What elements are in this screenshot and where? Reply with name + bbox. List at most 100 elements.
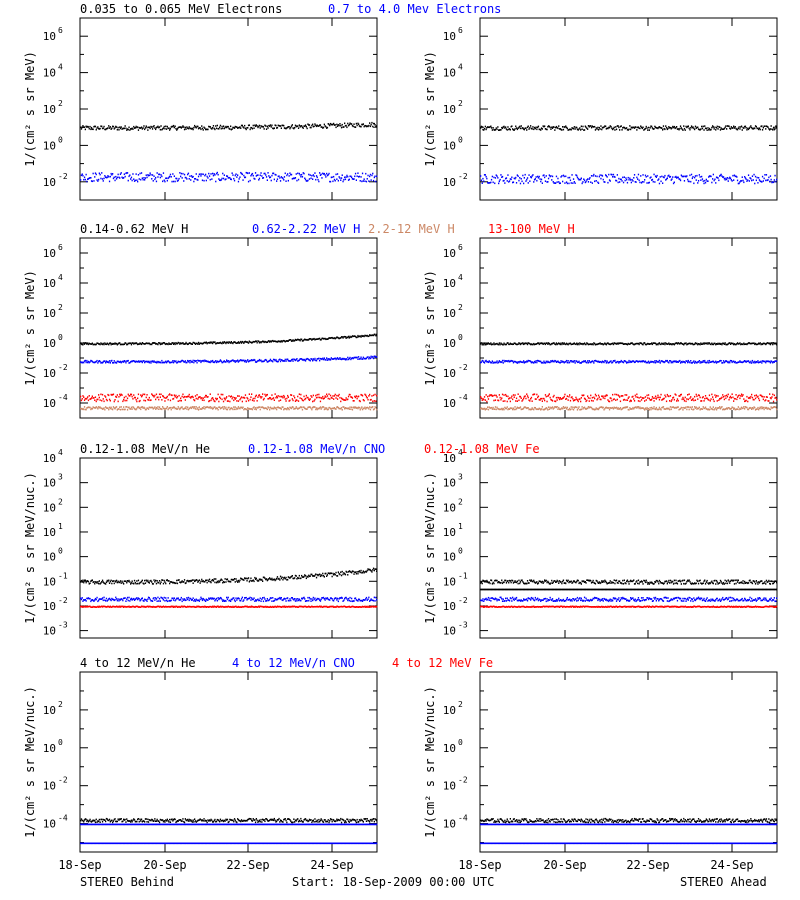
data-point — [665, 178, 668, 180]
data-point — [138, 400, 140, 403]
data-point — [251, 342, 253, 344]
data-point — [562, 126, 564, 128]
data-point — [267, 127, 269, 129]
data-point — [360, 176, 362, 178]
data-point — [156, 580, 158, 582]
data-point — [525, 127, 527, 129]
data-point — [331, 124, 333, 126]
data-point — [552, 360, 554, 363]
data-point — [258, 358, 261, 361]
data-point — [575, 343, 577, 346]
data-point — [225, 397, 227, 399]
data-point — [752, 128, 754, 130]
data-point — [294, 396, 296, 399]
data-point — [738, 342, 740, 345]
data-point — [610, 360, 612, 362]
data-point — [151, 126, 153, 128]
data-point — [268, 407, 270, 409]
data-point — [772, 361, 775, 363]
data-point — [544, 176, 546, 179]
data-point — [498, 182, 500, 185]
data-point — [689, 128, 691, 131]
data-point — [562, 342, 564, 344]
data-point — [108, 406, 111, 409]
data-point — [101, 178, 104, 180]
data-point — [619, 396, 621, 398]
data-point — [747, 360, 750, 362]
data-point — [490, 181, 492, 184]
data-point — [685, 342, 687, 344]
data-point — [106, 342, 108, 345]
y-tick-label: 10 — [443, 367, 456, 380]
data-point — [718, 361, 720, 363]
plot-frame — [479, 17, 778, 201]
data-point — [653, 173, 655, 176]
data-point — [730, 397, 732, 399]
data-point — [631, 342, 633, 344]
data-point — [557, 360, 559, 362]
data-point — [344, 358, 346, 360]
data-point — [654, 397, 656, 399]
data-point — [543, 125, 545, 128]
data-point — [767, 179, 769, 181]
data-point — [608, 126, 610, 129]
data-point — [736, 342, 739, 344]
data-point — [230, 396, 232, 398]
data-point — [651, 398, 653, 401]
data-point — [658, 342, 660, 345]
data-point — [488, 395, 490, 397]
y-tick-label-exponent: 6 — [458, 243, 463, 252]
data-point — [206, 342, 208, 345]
data-point — [708, 127, 711, 130]
data-point — [288, 408, 290, 411]
data-point — [108, 361, 110, 364]
data-point — [646, 394, 648, 397]
data-point — [200, 175, 202, 177]
data-point — [532, 174, 534, 176]
data-point — [365, 335, 368, 337]
data-point — [301, 358, 303, 360]
data-point — [651, 396, 654, 398]
data-point — [178, 177, 180, 180]
data-point — [708, 129, 710, 131]
data-point — [567, 408, 569, 411]
data-point — [741, 395, 743, 397]
data-point — [572, 127, 575, 130]
data-point — [523, 362, 525, 364]
data-point — [628, 343, 630, 345]
data-point — [530, 360, 532, 363]
data-point — [333, 122, 335, 125]
data-point — [646, 182, 648, 184]
data-point — [363, 407, 365, 410]
data-point — [681, 398, 683, 401]
data-point — [133, 360, 136, 363]
y-tick-label-exponent: 2 — [58, 497, 63, 506]
data-point — [665, 125, 667, 127]
data-point — [351, 397, 354, 399]
data-point — [535, 126, 537, 129]
data-point — [190, 179, 192, 181]
data-point — [659, 396, 661, 399]
data-point — [136, 360, 138, 363]
data-point — [148, 342, 150, 345]
data-point — [613, 360, 615, 362]
data-point — [139, 399, 141, 402]
data-point — [762, 398, 764, 401]
data-point — [736, 398, 738, 401]
data-point — [677, 176, 679, 179]
data-point — [740, 361, 743, 363]
data-point — [343, 399, 345, 401]
data-point — [245, 361, 247, 363]
data-point — [210, 360, 212, 362]
data-point — [133, 342, 136, 345]
data-point — [719, 126, 721, 128]
data-point — [282, 396, 284, 399]
data-point — [724, 360, 726, 363]
data-point — [702, 406, 704, 408]
data-point — [772, 393, 774, 396]
data-point — [655, 360, 657, 362]
data-point — [288, 360, 290, 362]
data-point — [322, 126, 325, 129]
data-point — [713, 361, 715, 364]
data-point — [90, 579, 93, 582]
